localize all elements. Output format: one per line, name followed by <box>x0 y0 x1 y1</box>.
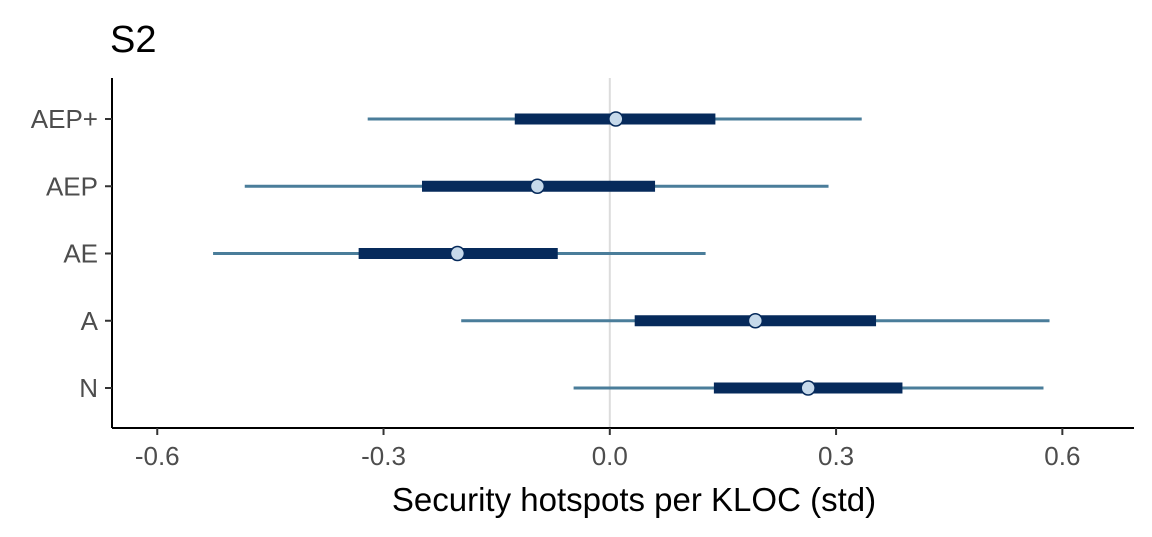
y-tick-label-a: A <box>81 306 99 336</box>
point-estimate-aep <box>529 178 546 195</box>
y-axis-ticks: AEP+ AEP AE A N <box>31 104 112 403</box>
intervals-group <box>213 111 1050 396</box>
interval-row-a <box>461 312 1050 329</box>
interval-row-aep <box>244 178 829 195</box>
y-tick-label-aep: AEP <box>46 171 98 201</box>
x-tick-label-4: 0.6 <box>1044 441 1080 471</box>
point-estimate-ae <box>449 245 466 262</box>
y-tick-label-aep-plus: AEP+ <box>31 104 98 134</box>
x-tick-label-0: -0.6 <box>135 441 180 471</box>
x-axis-title: Security hotspots per KLOC (std) <box>392 481 876 518</box>
y-tick-label-ae: AE <box>63 239 98 269</box>
point-estimate-aep-plus <box>608 111 624 127</box>
x-tick-label-2: 0.0 <box>592 441 628 471</box>
x-axis-ticks: -0.6 -0.3 0.0 0.3 0.6 <box>135 428 1080 471</box>
interval-row-n <box>573 380 1044 396</box>
x-tick-label-3: 0.3 <box>818 441 854 471</box>
interval-row-aep-plus <box>367 111 862 127</box>
chart-title: S2 <box>110 19 156 61</box>
y-tick-label-n: N <box>79 373 98 403</box>
interval-row-ae <box>213 245 706 262</box>
point-estimate-a <box>747 312 764 329</box>
x-tick-label-1: -0.3 <box>361 441 406 471</box>
point-estimate-n <box>800 380 816 396</box>
